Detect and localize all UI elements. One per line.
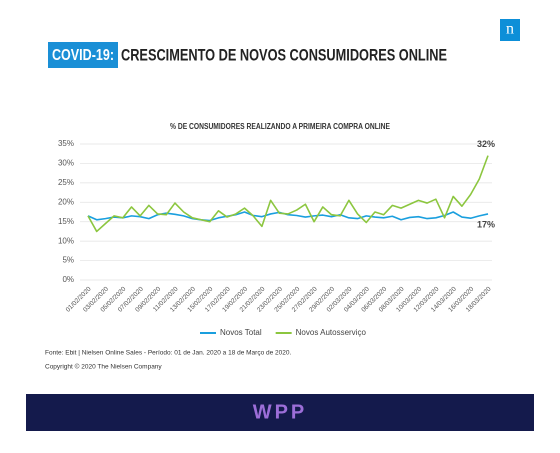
banner-text: WPP: [253, 401, 308, 423]
header-tag: COVID-19:: [52, 47, 114, 64]
legend-label: Novos Autosserviço: [296, 328, 367, 337]
y-tick-label: 10%: [58, 236, 74, 245]
y-tick-label: 30%: [58, 159, 74, 168]
series-line: [87, 155, 489, 233]
y-tick-label: 15%: [58, 217, 74, 226]
footer-source: Fonte: Ebit | Nielsen Online Sales - Per…: [45, 350, 292, 357]
logo: n: [506, 21, 514, 38]
tag-box: [48, 42, 118, 68]
y-tick-label: 25%: [58, 178, 74, 187]
y-tick-label: 35%: [58, 139, 74, 148]
data-label: 17%: [477, 219, 495, 229]
chart-title: % DE CONSUMIDORES REALIZANDO A PRIMEIRA …: [170, 122, 391, 131]
y-tick-label: 20%: [58, 197, 74, 206]
footer-copyright: Copyright © 2020 The Nielsen Company: [45, 363, 162, 371]
y-tick-label: 0%: [62, 275, 74, 284]
legend-label: Novos Total: [220, 328, 262, 337]
data-label: 32%: [477, 139, 495, 149]
banner: [26, 394, 534, 431]
header-title: CRESCIMENTO DE NOVOS CONSUMIDORES ONLINE: [121, 45, 447, 64]
logo-box: [500, 19, 520, 41]
y-tick-label: 5%: [62, 256, 74, 265]
